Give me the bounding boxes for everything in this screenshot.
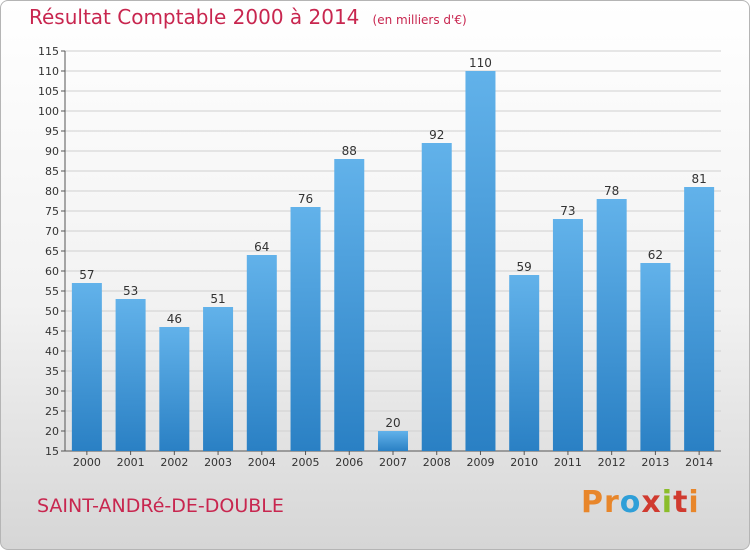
data-label: 20 (385, 416, 400, 430)
y-tick-label: 95 (45, 125, 59, 138)
y-tick-label: 20 (45, 425, 59, 438)
bar (246, 255, 277, 451)
data-label: 64 (254, 240, 269, 254)
y-tick-label: 100 (38, 105, 59, 118)
data-label: 53 (123, 284, 138, 298)
data-label: 78 (604, 184, 619, 198)
y-tick-label: 30 (45, 385, 59, 398)
bar (552, 219, 583, 451)
data-label: 81 (691, 172, 706, 186)
y-tick-label: 65 (45, 245, 59, 258)
logo-letter: P (581, 485, 604, 520)
y-tick-label: 15 (45, 445, 59, 458)
logo-letter: t (673, 485, 689, 520)
bar (684, 187, 715, 451)
chart-title-main: Résultat Comptable 2000 à 2014 (29, 5, 360, 29)
y-tick-label: 75 (45, 205, 59, 218)
y-tick-label: 80 (45, 185, 59, 198)
x-tick-label: 2013 (641, 456, 669, 469)
data-label: 51 (210, 292, 225, 306)
x-tick-label: 2002 (160, 456, 188, 469)
logo-letter: r (604, 485, 620, 520)
y-tick-label: 105 (38, 85, 59, 98)
x-tick-label: 2001 (117, 456, 145, 469)
x-tick-label: 2005 (292, 456, 320, 469)
data-label: 57 (79, 268, 94, 282)
y-tick-label: 35 (45, 365, 59, 378)
data-label: 62 (648, 248, 663, 262)
y-tick-label: 45 (45, 325, 59, 338)
proxiti-logo: Proxiti (581, 485, 700, 520)
data-label: 76 (298, 192, 313, 206)
y-tick-label: 50 (45, 305, 59, 318)
x-tick-label: 2014 (685, 456, 713, 469)
y-tick-label: 85 (45, 165, 59, 178)
chart-title: Résultat Comptable 2000 à 2014 (en milli… (29, 5, 467, 29)
bar (378, 431, 408, 451)
y-tick-label: 60 (45, 265, 59, 278)
bar (640, 263, 671, 451)
bar (596, 199, 627, 451)
commune-name: SAINT-ANDRé-DE-DOUBLE (37, 495, 284, 517)
bar (115, 299, 146, 451)
x-tick-label: 2000 (73, 456, 101, 469)
bar (421, 143, 452, 451)
y-tick-label: 40 (45, 345, 59, 358)
y-tick-label: 70 (45, 225, 59, 238)
bar (334, 159, 365, 451)
bar (71, 283, 102, 451)
bar (509, 275, 540, 451)
y-tick-label: 90 (45, 145, 59, 158)
data-label: 92 (429, 128, 444, 142)
x-tick-label: 2006 (335, 456, 363, 469)
logo-letter: i (688, 485, 700, 520)
logo-letter: i (661, 485, 674, 520)
data-label: 59 (517, 260, 532, 274)
x-tick-label: 2010 (510, 456, 538, 469)
y-tick-label: 110 (38, 65, 59, 78)
data-label: 110 (469, 56, 492, 70)
y-tick-label: 55 (45, 285, 59, 298)
chart-title-unit: (en milliers d'€) (372, 13, 467, 27)
x-tick-label: 2008 (423, 456, 451, 469)
x-tick-label: 2009 (466, 456, 494, 469)
x-tick-label: 2007 (379, 456, 407, 469)
x-tick-label: 2004 (248, 456, 276, 469)
bar (159, 327, 190, 451)
data-label: 73 (560, 204, 575, 218)
bar (465, 71, 496, 451)
bar (290, 207, 321, 451)
x-tick-label: 2011 (554, 456, 582, 469)
y-tick-label: 115 (38, 45, 59, 58)
data-label: 46 (167, 312, 182, 326)
logo-letter: o (619, 485, 642, 520)
y-tick-label: 25 (45, 405, 59, 418)
data-label: 88 (342, 144, 357, 158)
bar (203, 307, 234, 451)
logo-letter: x (641, 485, 662, 520)
x-tick-label: 2003 (204, 456, 232, 469)
x-tick-label: 2012 (598, 456, 626, 469)
